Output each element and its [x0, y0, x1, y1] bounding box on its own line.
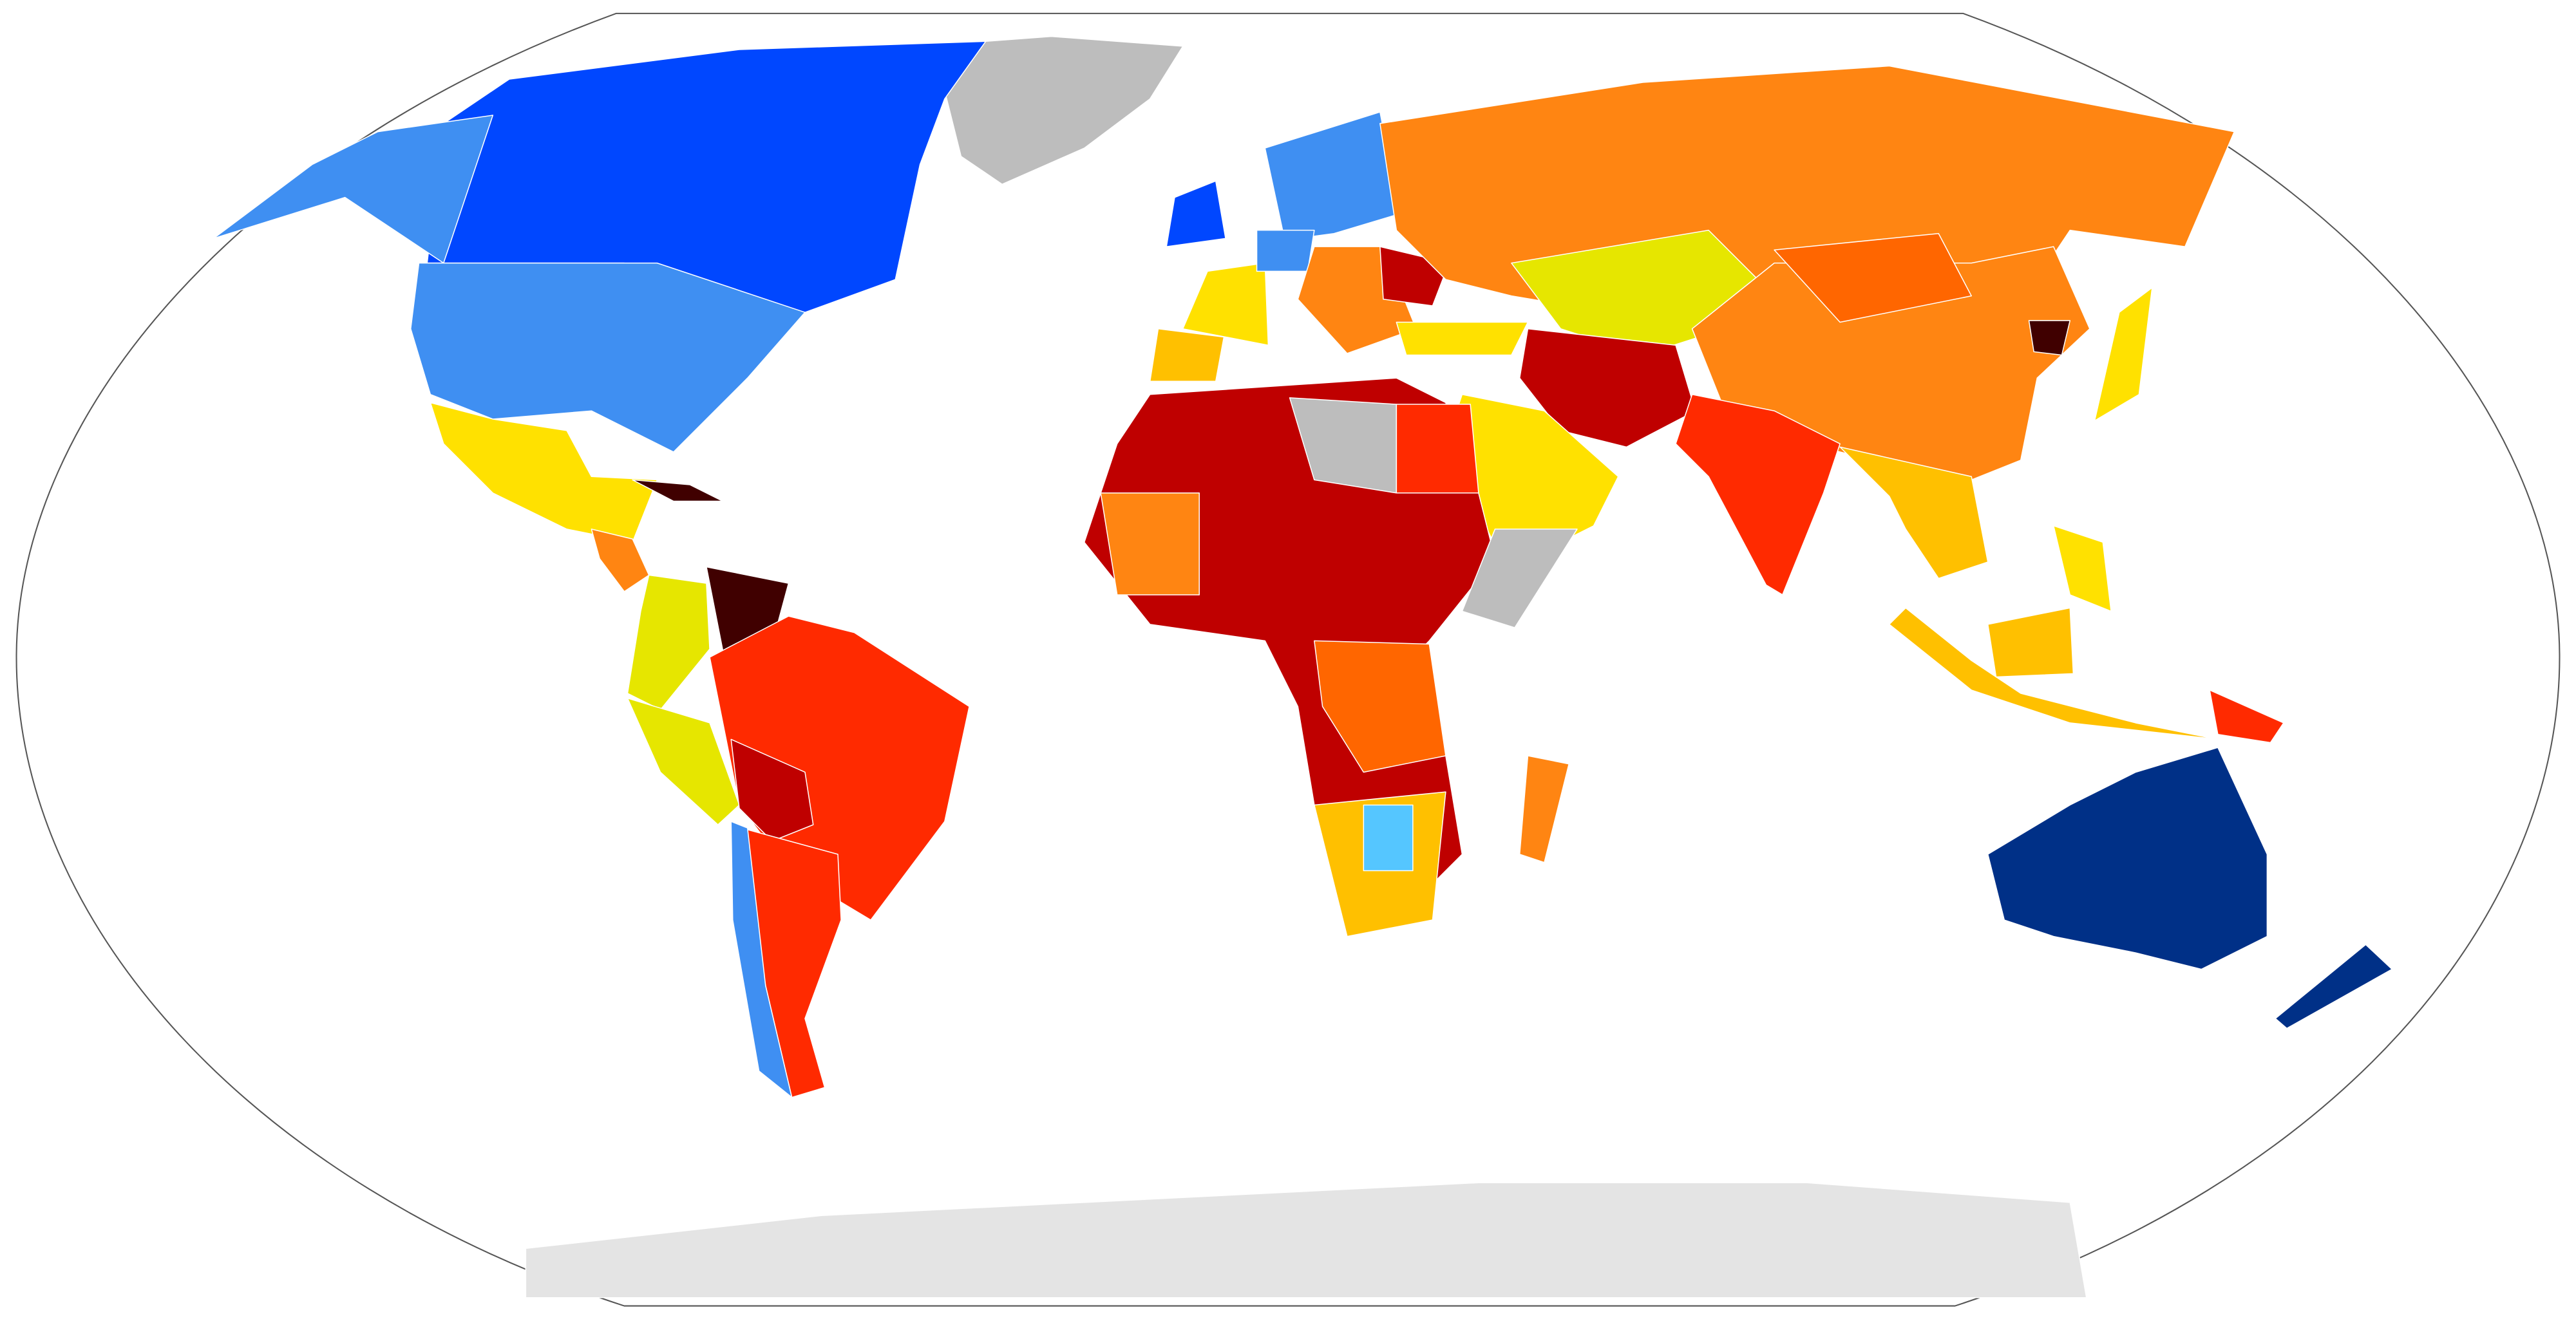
country: [1396, 404, 1479, 494]
country: [1182, 262, 1269, 346]
country: [591, 529, 650, 592]
country: [1314, 640, 1446, 773]
country: [1363, 804, 1414, 872]
countries: [213, 35, 2393, 1298]
country: [1519, 755, 1569, 863]
country: [2275, 944, 2393, 1029]
country: [1166, 180, 1226, 247]
country: [1987, 607, 2074, 678]
country: [1987, 747, 2268, 970]
country: [632, 479, 724, 502]
country: [1675, 393, 1841, 595]
country: [2209, 689, 2284, 744]
country: [2094, 287, 2153, 422]
country: [2053, 525, 2112, 612]
country: [1888, 607, 2219, 740]
country: [1264, 111, 1401, 241]
country: [1774, 232, 1972, 323]
country: [730, 821, 793, 1098]
country: [919, 35, 1184, 185]
country: [627, 697, 740, 825]
country: [1461, 529, 1578, 628]
country: [2028, 320, 2071, 356]
country: [1396, 321, 1529, 356]
country: [1519, 328, 1696, 448]
country: [730, 738, 814, 842]
country: [1100, 492, 1200, 595]
country: [525, 1182, 2087, 1298]
country: [430, 402, 658, 543]
country: [1839, 446, 1989, 579]
country: [410, 262, 806, 453]
country: [1149, 328, 1225, 382]
country: [1256, 229, 1315, 272]
